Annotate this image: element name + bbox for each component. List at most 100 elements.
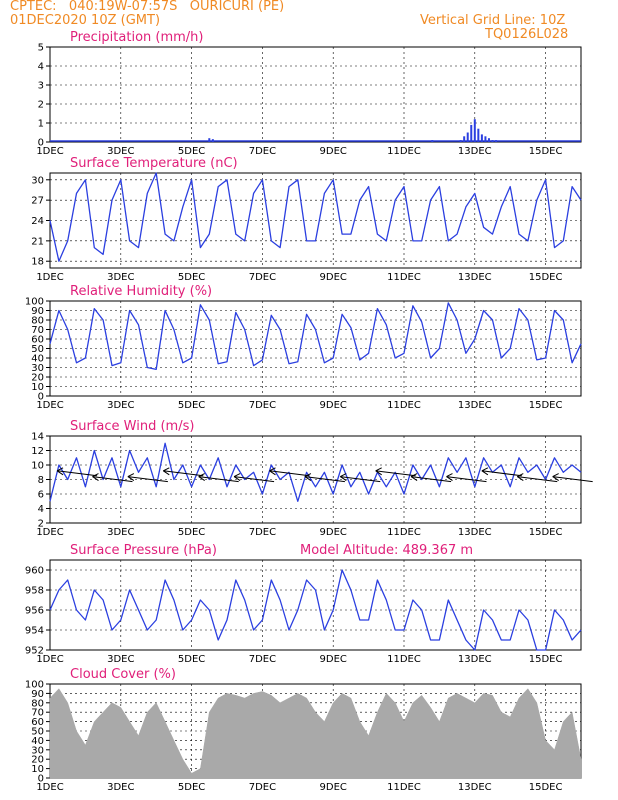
y-tick-label: 90 xyxy=(31,689,44,700)
y-tick-label: 80 xyxy=(31,698,44,709)
header-date: 01DEC2020 10Z (GMT) xyxy=(10,13,161,28)
wind-arrowhead xyxy=(92,473,99,482)
series-line xyxy=(49,302,582,371)
precip-bar xyxy=(484,136,487,142)
x-tick-label: 13DEC xyxy=(458,782,492,793)
wind-arrow xyxy=(446,476,487,483)
y-tick-label: 5 xyxy=(38,43,44,54)
x-tick-label: 5DEC xyxy=(178,527,205,538)
wind-arrowhead xyxy=(198,473,205,482)
x-tick-label: 7DEC xyxy=(249,272,276,283)
wind-arrowhead xyxy=(304,473,312,482)
header-station: CPTEC: 040:19W-07:57S OURICURI (PE) xyxy=(10,0,285,14)
wind-arrow xyxy=(127,476,168,483)
wind-arrow xyxy=(234,476,275,483)
series-line xyxy=(49,569,582,651)
x-tick-label: 15DEC xyxy=(529,400,563,411)
x-tick-label: 11DEC xyxy=(387,400,421,411)
panel-annotation: Model Altitude: 489.367 m xyxy=(300,543,473,558)
y-tick-label: 954 xyxy=(25,626,44,637)
y-tick-label: 30 xyxy=(31,363,44,374)
wind-arrowhead xyxy=(410,473,418,482)
y-tick-label: 4 xyxy=(38,504,44,515)
y-tick-label: 960 xyxy=(25,566,44,577)
x-tick-label: 13DEC xyxy=(458,527,492,538)
x-tick-label: 7DEC xyxy=(249,146,276,157)
y-tick-label: 20 xyxy=(31,373,44,384)
y-tick-label: 2 xyxy=(38,100,44,111)
wind-arrow xyxy=(304,476,345,483)
panel-3: 2 4 6 8 10 12 14 1DEC 3DEC 5DEC 7DEC 9DEC 11DEC 13DEC… xyxy=(31,419,593,538)
y-tick-label: 1 xyxy=(38,119,44,130)
x-tick-label: 3DEC xyxy=(107,400,134,411)
y-tick-label: 10 xyxy=(31,382,44,393)
y-tick-label: 40 xyxy=(31,736,44,747)
precip-bar xyxy=(487,138,490,142)
panel-title: Surface Pressure (hPa) xyxy=(70,543,217,558)
wind-arrowhead xyxy=(517,473,524,482)
wind-arrowhead xyxy=(375,467,382,476)
y-tick-label: 30 xyxy=(31,175,44,186)
wind-arrowhead xyxy=(481,467,489,476)
y-tick-label: 80 xyxy=(31,316,44,327)
x-tick-label: 13DEC xyxy=(458,272,492,283)
panel-4: 952 954 956 958 960 1DEC 3DEC 5DEC 7DEC 9DEC 11DEC… xyxy=(25,543,582,665)
panel-title: Cloud Cover (%) xyxy=(70,667,176,682)
precip-bar xyxy=(463,136,466,142)
y-tick-label: 958 xyxy=(25,586,44,597)
cloud-cover-area xyxy=(49,688,582,779)
wind-arrow xyxy=(340,476,381,483)
series-line xyxy=(49,172,582,262)
y-tick-label: 30 xyxy=(31,745,44,756)
panel-1: 18 21 24 27 30 1DEC 3DEC 5DEC 7DEC 9DEC 11DEC 13DEC… xyxy=(31,156,582,283)
x-tick-label: 5DEC xyxy=(178,272,205,283)
x-tick-label: 1DEC xyxy=(36,400,63,411)
y-tick-label: 100 xyxy=(25,297,44,308)
precip-bar xyxy=(208,138,211,142)
wind-arrow xyxy=(92,476,133,483)
y-tick-label: 50 xyxy=(31,344,44,355)
panel-0: 0 1 2 3 4 5 1DEC 3DEC 5DEC 7DEC 9DEC 11DEC 13DEC 15DE… xyxy=(36,30,582,157)
x-tick-label: 9DEC xyxy=(320,782,347,793)
x-tick-label: 5DEC xyxy=(178,146,205,157)
wind-arrowhead xyxy=(163,467,170,476)
x-tick-label: 11DEC xyxy=(387,654,421,665)
y-tick-label: 8 xyxy=(38,475,44,486)
y-tick-label: 2 xyxy=(38,519,44,530)
y-tick-label: 14 xyxy=(31,432,44,443)
wind-arrow xyxy=(517,476,558,483)
y-tick-label: 40 xyxy=(31,354,44,365)
x-tick-label: 13DEC xyxy=(458,654,492,665)
y-tick-label: 3 xyxy=(38,81,44,92)
y-tick-label: 24 xyxy=(31,216,44,227)
x-tick-label: 11DEC xyxy=(387,146,421,157)
y-tick-label: 10 xyxy=(31,461,44,472)
y-tick-label: 0 xyxy=(38,392,44,403)
x-tick-label: 9DEC xyxy=(320,146,347,157)
wind-arrow xyxy=(269,470,310,477)
y-tick-label: 956 xyxy=(25,606,44,617)
y-tick-label: 50 xyxy=(31,727,44,738)
x-tick-label: 5DEC xyxy=(178,400,205,411)
wind-arrowhead xyxy=(446,473,453,482)
series-line xyxy=(49,442,582,502)
wind-arrow xyxy=(411,476,452,483)
x-tick-label: 9DEC xyxy=(320,654,347,665)
x-tick-label: 3DEC xyxy=(107,782,134,793)
x-tick-label: 5DEC xyxy=(178,782,205,793)
panel-title: Relative Humidity (%) xyxy=(70,284,212,299)
x-tick-label: 1DEC xyxy=(36,272,63,283)
x-tick-label: 9DEC xyxy=(320,272,347,283)
x-tick-label: 7DEC xyxy=(249,527,276,538)
x-tick-label: 1DEC xyxy=(36,654,63,665)
y-tick-label: 70 xyxy=(31,325,44,336)
x-tick-label: 1DEC xyxy=(36,146,63,157)
x-tick-label: 3DEC xyxy=(107,146,134,157)
wind-arrow xyxy=(552,476,593,483)
x-tick-label: 11DEC xyxy=(387,782,421,793)
panel-title: Surface Wind (m/s) xyxy=(70,419,194,434)
y-tick-label: 20 xyxy=(31,755,44,766)
wind-arrowhead xyxy=(269,467,276,476)
